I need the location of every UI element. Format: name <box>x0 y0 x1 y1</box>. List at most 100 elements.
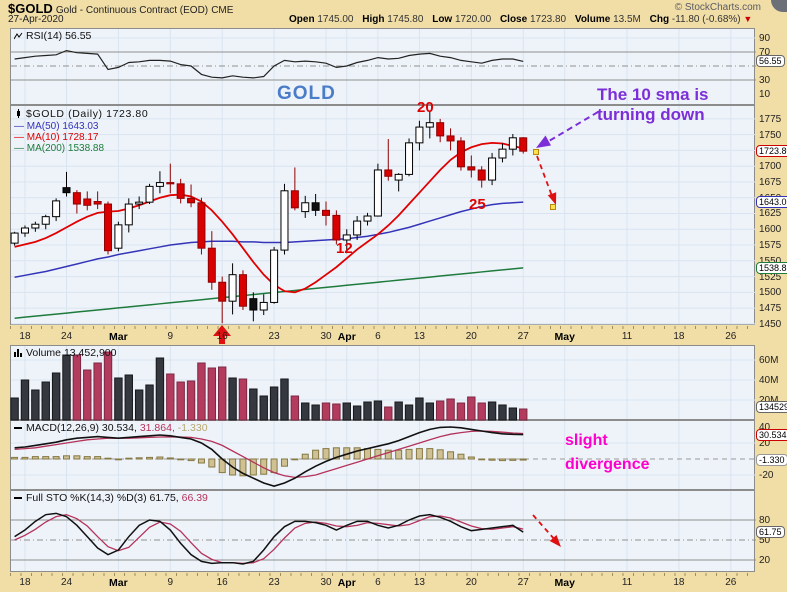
axis-tick-label: 1775 <box>759 113 782 125</box>
ma-legend-row: — MA(50) 1643.03 <box>14 121 99 132</box>
legend-part: Full STO %K(14,3) %D(3) 61.75, <box>26 492 179 504</box>
date-tick-label: 9 <box>167 331 174 342</box>
chg-value: -11.80 (-0.68%) <box>671 14 741 25</box>
price-legend: $GOLD (Daily) 1723.80 — MA(50) 1643.03— … <box>14 108 148 154</box>
ma-legend-row: — MA(200) 1538.88 <box>14 143 105 154</box>
legend-part: MACD(12,26,9) 30.534, <box>26 422 137 434</box>
rsi-value-badge: 56.55 <box>756 55 785 68</box>
rsi-legend: RSI(14) 56.55 <box>13 30 92 43</box>
volume-legend-text: Volume 13,452,900 <box>26 347 117 359</box>
sma-turning-down-note: The 10 sma is turning down <box>597 85 709 124</box>
axis-tick-label: 1750 <box>759 129 782 141</box>
axis-tick-label: 1550 <box>759 256 787 267</box>
date-tick-label: 30 <box>320 577 332 588</box>
macd-value-badge: 30.534 <box>756 428 787 441</box>
axis-tick-label: 40M <box>759 375 779 386</box>
axis-tick-label: 20 <box>759 555 771 567</box>
ma200-value-badge: 1538.88 <box>756 261 787 274</box>
axis-tick-label: 30 <box>759 75 771 86</box>
legend-part: 66.39 <box>178 492 208 504</box>
price-legend-title: $GOLD (Daily) 1723.80 <box>26 108 149 120</box>
axis-tick-label: 1700 <box>759 161 782 173</box>
date-tick-label: 24 <box>60 331 73 342</box>
date-tick-label: 26 <box>725 331 737 342</box>
minor-ticks-bottom-axis <box>10 573 755 576</box>
page-curl-icon <box>771 0 787 12</box>
legend-part: 31.864, <box>136 422 175 434</box>
date-tick-label: 30 <box>320 331 332 342</box>
axis-tick-label: 40 <box>759 422 771 433</box>
axis-tick-label: 20 <box>759 438 771 449</box>
date-tick-label: 11 <box>621 577 633 588</box>
date-tick-label: 16 <box>216 331 228 342</box>
close-price-badge: 1723.80 <box>756 145 787 158</box>
chg-down-triangle-icon: ▼ <box>743 14 753 24</box>
ma-legend-rows: — MA(50) 1643.03— MA(10) 1728.17— MA(200… <box>14 121 148 154</box>
symbol: $GOLD <box>8 1 53 16</box>
date-tick-label: 18 <box>673 331 685 342</box>
date-tick-label: 18 <box>19 577 31 588</box>
high-value: 1745.80 <box>387 14 424 25</box>
date-tick-label: Mar <box>109 331 128 343</box>
instrument-name: Gold - Continuous Contract (EOD) <box>55 5 209 16</box>
date-tick-label: 23 <box>268 577 280 588</box>
date-tick-label: 16 <box>216 577 228 588</box>
axis-tick-label: 60M <box>759 355 779 366</box>
date-tick-label: 13 <box>413 331 425 342</box>
quote-row: Open 1745.00 High 1745.80 Low 1720.00 Cl… <box>283 14 752 25</box>
axis-tick-label: 1450 <box>759 318 782 330</box>
axis-tick-label: 1675 <box>759 176 782 188</box>
date-tick-label: 11 <box>621 331 633 342</box>
volume-label: Volume <box>574 14 611 25</box>
copyright: © StockCharts.com <box>674 2 761 13</box>
date-tick-label: 26 <box>725 577 737 588</box>
volume-value: 13.5M <box>613 14 641 25</box>
axis-tick-label: 1575 <box>759 240 782 252</box>
bar-chart-icon <box>14 348 23 360</box>
date-tick-label: 23 <box>268 331 280 342</box>
date-tick-label: 6 <box>375 331 381 342</box>
chart-header: $GOLD Gold - Continuous Contract (EOD) C… <box>0 0 787 27</box>
ma-legend-row: — MA(10) 1728.17 <box>14 132 99 143</box>
macd-legend-text: MACD(12,26,9) 30.534, 31.864, -1.330 <box>26 422 208 434</box>
axis-tick-label: 80 <box>759 515 771 526</box>
gold-annotation: GOLD <box>277 83 336 104</box>
sto-value-badge: 61.75 <box>756 526 785 539</box>
axis-tick-label: 1625 <box>759 208 782 220</box>
exchange: CME <box>211 5 234 16</box>
axis-tick-label: 1475 <box>759 303 782 315</box>
chg-label: Chg <box>649 14 670 25</box>
line-chart-icon <box>14 423 23 435</box>
date-tick-label: Apr <box>337 577 356 589</box>
date-tick-label: 27 <box>517 331 529 342</box>
volume-value-badge: 13452900 <box>756 400 787 413</box>
slight-divergence-note: slight divergence <box>565 432 650 473</box>
volume-legend: Volume 13,452,900 <box>14 347 117 360</box>
axis-tick-label: 1525 <box>759 271 782 283</box>
symbol-title-row: $GOLD Gold - Continuous Contract (EOD) C… <box>8 1 233 16</box>
count-20-annotation: 20 <box>417 99 434 116</box>
axis-tick-label: -20 <box>759 470 774 481</box>
date-tick-label: 24 <box>60 577 73 588</box>
date-tick-label: 18 <box>673 577 685 588</box>
low-value: 1720.00 <box>455 14 492 25</box>
low-label: Low <box>432 14 453 25</box>
line-chart-icon <box>13 31 23 43</box>
rsi-legend-text: RSI(14) 56.55 <box>26 30 92 42</box>
macd-legend: MACD(12,26,9) 30.534, 31.864, -1.330 <box>14 422 208 435</box>
macd-hist-badge: -1.330 <box>756 454 787 467</box>
axis-tick-label: 70 <box>759 47 771 58</box>
date-tick-label: 27 <box>517 577 529 588</box>
axis-tick-label: 10 <box>759 89 771 100</box>
date-tick-label: May <box>554 331 575 343</box>
date-tick-label: 20 <box>465 331 477 342</box>
axis-tick-label: 50 <box>759 535 771 546</box>
axis-tick-label: 1600 <box>759 224 782 236</box>
sto-legend-text: Full STO %K(14,3) %D(3) 61.75, 66.39 <box>26 492 208 504</box>
date-tick-label: Apr <box>337 331 356 343</box>
date-tick-label: 6 <box>375 577 381 588</box>
close-label: Close <box>499 14 528 25</box>
high-label: High <box>362 14 385 25</box>
close-value: 1723.80 <box>529 14 567 25</box>
